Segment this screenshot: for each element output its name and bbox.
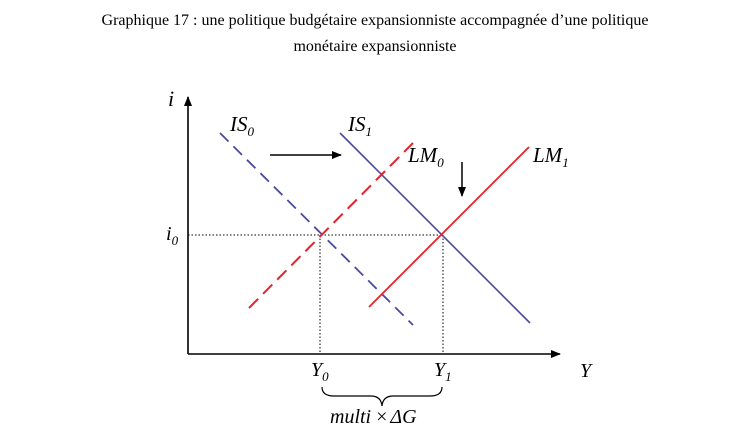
multiplier-label: multi × ΔG (330, 406, 417, 428)
caption-line-1: Graphique 17 : une politique budgétaire … (101, 12, 649, 29)
lm0-label: LM0 (407, 143, 444, 170)
i0-label: i0 (166, 223, 179, 248)
lm1-curve (368, 146, 530, 308)
figure-caption: Graphique 17 : une politique budgétaire … (0, 8, 750, 60)
caption-line-2: monétaire expansionniste (293, 38, 457, 55)
lm1-label: LM1 (532, 143, 569, 170)
y-axis-label: i (168, 86, 174, 111)
x-axis-label: Y (580, 360, 593, 382)
is1-label: IS1 (347, 112, 372, 139)
lm0-curve (248, 142, 414, 309)
is0-label: IS0 (229, 112, 255, 139)
is1-curve (339, 132, 531, 324)
multiplier-brace (321, 386, 443, 407)
y1-label: Y1 (434, 359, 452, 384)
is0-curve (219, 132, 414, 326)
y0-label: Y0 (311, 359, 329, 384)
